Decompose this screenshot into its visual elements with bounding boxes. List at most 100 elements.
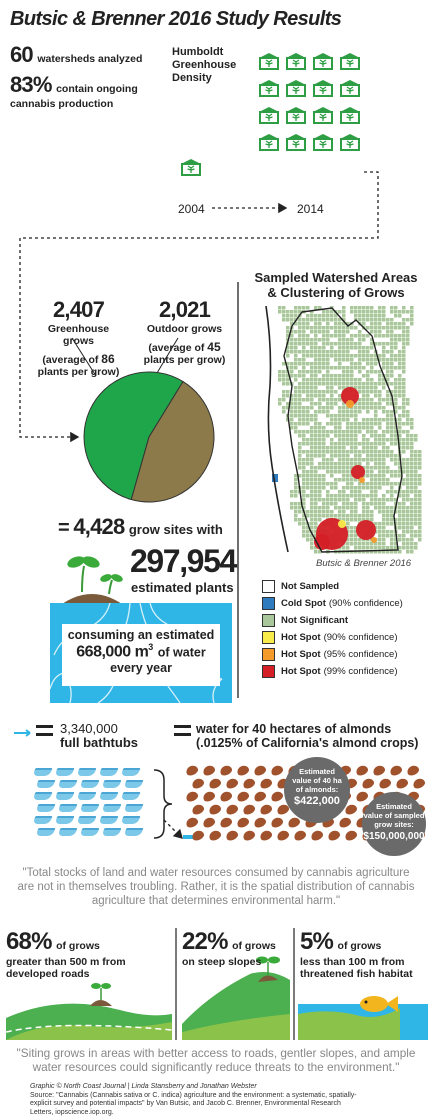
cannabis-label-2: cannabis production	[10, 98, 114, 110]
greenhouse-icon	[313, 134, 333, 151]
percent-desc-1: less than 100 m from	[300, 956, 405, 968]
circle2-line2: value of sampled	[363, 811, 425, 820]
legend-label: Not Sampled	[281, 581, 340, 592]
percent-value: 68%	[6, 928, 52, 955]
legend-label: Hot Spot	[281, 649, 321, 660]
water-line1: consuming an estimated	[67, 628, 215, 642]
pie-pointer-right	[153, 337, 179, 379]
greenhouse-avg-num: 86	[101, 352, 115, 366]
map-credit: Butsic & Brenner 2016	[316, 558, 412, 569]
equals-icon-2	[174, 725, 191, 728]
legend-label: Hot Spot	[281, 632, 321, 643]
quote-2: "Siting grows in areas with better acces…	[16, 1046, 416, 1074]
percentages-section	[0, 924, 432, 1040]
percent-desc-2: threatened fish habitat	[300, 968, 413, 980]
outdoor-avg-line1: (average of 45	[142, 341, 227, 354]
legend-note: (90% confidence)	[323, 632, 398, 643]
circle2-line3: grow sites:	[374, 820, 414, 829]
greenhouse-grows-block: 2,407 Greenhouse grows (average of 86 pl…	[36, 297, 121, 378]
map-legend: Not Sampled Cold Spot (90% confidence) Not …	[262, 578, 430, 680]
water-arrow-icon	[14, 729, 31, 737]
sites-label: grow sites with	[128, 522, 223, 537]
map-title-1: Sampled Watershed Areas	[254, 270, 418, 285]
map-title-2: & Clustering of Grows	[267, 285, 405, 300]
slope-scene	[182, 956, 290, 1040]
watersheds-stat: 60 watersheds analyzed	[10, 42, 142, 68]
watersheds-label: watersheds analyzed	[37, 53, 143, 65]
legend-item: Hot Spot (99% confidence)	[262, 663, 430, 680]
greenhouse-icon	[340, 53, 360, 70]
greenhouse-icon	[313, 80, 333, 97]
cannabis-percent: 83%	[10, 72, 52, 97]
almond-line1: water for 40 hectares of almonds	[196, 722, 392, 736]
grow-value-circle: Estimated value of sampled grow sites: $…	[362, 792, 426, 856]
pie-slice-outdoor	[130, 380, 215, 503]
circle1-value: $422,000	[294, 795, 340, 807]
percent-desc-1: greater than 500 m from	[6, 956, 126, 968]
percent-of: of grows	[337, 940, 382, 952]
percent-desc-1: on steep slopes	[182, 956, 262, 968]
greenhouse-icon	[340, 107, 360, 124]
legend-swatch	[262, 580, 275, 593]
plants-number: 297,954	[130, 543, 237, 580]
greenhouse-icon	[286, 53, 306, 70]
almond-value-circle: Estimated value of 40 ha of almonds: $42…	[284, 757, 350, 823]
grows-pie-chart	[83, 371, 215, 503]
quote1-line3: agriculture that determines environmenta…	[91, 895, 341, 907]
density-label-2: Greenhouse	[172, 59, 237, 71]
legend-swatch	[262, 665, 275, 678]
legend-swatch	[262, 631, 275, 644]
road-scene	[5, 983, 173, 1040]
plants-label: estimated plants	[131, 580, 234, 595]
footer-source-2: explicit survey and potential impacts" b…	[30, 1100, 341, 1107]
bracket-connector	[153, 769, 183, 839]
legend-label: Hot Spot	[281, 666, 321, 677]
footer-source-3: Letters, iopscience.iop.org.	[30, 1108, 114, 1116]
year-start: 2004	[178, 202, 205, 216]
percent-scenes	[5, 928, 428, 1040]
water-num: 668,000 m	[76, 643, 149, 661]
greenhouse-icon	[181, 159, 201, 176]
legend-note: (95% confidence)	[323, 649, 398, 660]
percent-of: of grows	[56, 940, 100, 952]
footer-credit: Graphic © North Coast Journal | Linda St…	[30, 1083, 257, 1090]
outdoor-grows-block: 2,021 Outdoor grows (average of 45 plant…	[142, 297, 227, 366]
year-end: 2014	[297, 202, 324, 216]
pie-pointer-left	[71, 337, 97, 377]
quote1-line1: "Total stocks of land and water resource…	[22, 867, 410, 879]
greenhouse-number: 2,407	[52, 297, 105, 322]
percent-stat: 5% of grows less than 100 m from threatene…	[300, 928, 430, 980]
page-title: Butsic & Brenner 2016 Study Results	[10, 8, 342, 30]
seedlings-illustration	[54, 556, 130, 610]
percent-of: of grows	[232, 940, 276, 952]
map-title: Sampled Watershed Areas & Clustering of …	[246, 270, 426, 300]
legend-swatch	[262, 648, 275, 661]
greenhouse-icon	[259, 107, 279, 124]
fish-scene	[298, 996, 428, 1040]
equals-sign: =	[58, 517, 70, 539]
water-callout: consuming an estimated 668,000 m3 of wat…	[62, 624, 220, 686]
greenhouse-icon	[286, 134, 306, 151]
legend-item: Hot Spot (95% confidence)	[262, 646, 430, 663]
greenhouse-icon	[259, 134, 279, 151]
outdoor-number: 2,021	[158, 297, 211, 322]
legend-item: Not Significant	[262, 612, 430, 629]
greenhouse-icon	[313, 53, 333, 70]
legend-item: Cold Spot (90% confidence)	[262, 595, 430, 612]
legend-item: Hot Spot (90% confidence)	[262, 629, 430, 646]
legend-note: (99% confidence)	[323, 666, 398, 677]
outdoor-avg-num: 45	[207, 340, 221, 354]
legend-swatch	[262, 597, 275, 610]
water-line3: every year	[110, 661, 172, 676]
water-sup: 3	[148, 642, 154, 652]
cannabis-label-1: contain ongoing	[56, 83, 138, 95]
plants-number-text: 297,954	[130, 543, 237, 579]
percent-desc-2: developed roads	[6, 968, 90, 980]
legend-item: Not Sampled	[262, 578, 430, 595]
equals-icon	[36, 725, 53, 728]
legend-label: Not Significant	[281, 615, 349, 626]
greenhouse-icon	[286, 80, 306, 97]
water-unit: of water	[157, 645, 206, 660]
flow-connector	[19, 171, 379, 443]
